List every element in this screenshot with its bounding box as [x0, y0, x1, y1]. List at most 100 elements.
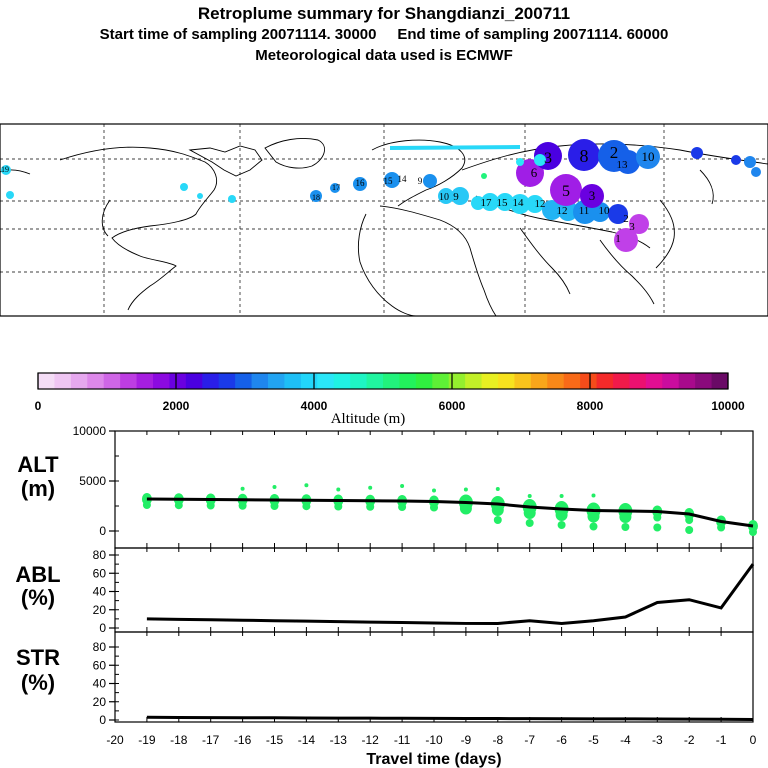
plume-label: 15 — [497, 197, 509, 209]
alt-plume-blob — [491, 504, 504, 516]
colorbar-cell — [136, 373, 154, 389]
colorbar-cell — [481, 373, 499, 389]
alt-plume-blob — [400, 484, 405, 488]
panel-unit: (%) — [21, 670, 55, 695]
plume-marker — [516, 159, 544, 187]
alt-plume-blob — [366, 502, 375, 511]
colorbar-cell — [498, 373, 515, 389]
plume-marker — [353, 177, 367, 191]
x-tick-label: -18 — [170, 733, 188, 747]
colorbar-cell — [284, 373, 302, 389]
colorbar-cell — [87, 373, 105, 389]
plume-marker — [451, 187, 469, 205]
colorbar-cell — [38, 373, 55, 389]
colorbar-cell — [613, 373, 630, 389]
x-tick-label: -16 — [234, 733, 252, 747]
plume-label: 9 — [418, 176, 423, 186]
colorbar-tick-label: 8000 — [577, 399, 604, 413]
x-tick-label: -19 — [138, 733, 156, 747]
x-tick-label: -14 — [298, 733, 316, 747]
panel-unit: (m) — [21, 476, 55, 501]
y-tick-label: 0 — [99, 621, 106, 635]
colorbar-cell — [695, 373, 713, 389]
plume-marker — [481, 193, 499, 211]
alt-plume-blob — [368, 485, 373, 490]
colorbar-cell — [70, 373, 88, 389]
alt-plume-blob — [749, 528, 757, 536]
alt-plume-blob — [304, 483, 309, 488]
y-tick-label: 60 — [93, 658, 107, 672]
plume-marker — [691, 147, 703, 159]
plume-label: 16 — [356, 178, 366, 188]
x-tick-label: -20 — [106, 733, 124, 747]
alt-plume-blob — [525, 519, 534, 527]
colorbar-cell — [645, 373, 663, 389]
plume-marker — [751, 167, 761, 177]
colorbar-cell — [300, 373, 318, 389]
colorbar-tick-label: 10000 — [711, 399, 745, 413]
plume-label: 1 — [615, 233, 621, 245]
x-tick-label: -15 — [266, 733, 284, 747]
colorbar-cell — [202, 373, 220, 389]
time-series-panels: 1000050000ALT(m)806040200ABL(%)806040200… — [15, 424, 758, 768]
plume-marker — [438, 188, 454, 204]
colorbar-tick-label: 0 — [35, 399, 42, 413]
colorbar-cell — [383, 373, 400, 389]
colorbar-cells — [38, 373, 729, 389]
colorbar-cell — [448, 373, 466, 389]
colorbar-cell — [169, 373, 187, 389]
y-tick-label: 10000 — [73, 424, 107, 438]
alt-plume-blob — [398, 503, 407, 511]
plume-label: 2 — [610, 143, 619, 162]
panel-label: ALT — [17, 452, 59, 477]
x-tick-label: -11 — [394, 733, 411, 747]
plume-marker — [423, 174, 437, 188]
x-tick-label: -5 — [588, 733, 599, 747]
colorbar-label: Altitude (m) — [331, 411, 406, 427]
panel-alt: 10000 5000 0 ALT(m) — [17, 424, 758, 549]
plume-label: 14 — [398, 174, 408, 184]
alt-plume-blob — [238, 501, 247, 510]
y-tick-label: 60 — [93, 566, 107, 580]
plume-marker — [550, 174, 582, 206]
plume-marker — [614, 228, 638, 252]
colorbar-cell — [563, 373, 581, 389]
colorbar-tick-label: 2000 — [163, 399, 190, 413]
plume-marker — [731, 155, 741, 165]
plume-marker — [6, 191, 14, 199]
x-tick-label: -17 — [202, 733, 220, 747]
plume-label: 15 — [384, 176, 394, 186]
plume-marker — [629, 214, 649, 234]
chart-title: Retroplume summary for Shangdianzi_20071… — [197, 4, 571, 23]
plume-marker — [608, 204, 628, 224]
colorbar-cell — [153, 373, 170, 389]
colorbar-cell — [711, 373, 729, 389]
plume-marker — [228, 195, 236, 203]
colorbar-tick-label: 6000 — [439, 399, 466, 413]
plume-label: 12 — [535, 198, 546, 210]
alt-plume-blob — [685, 526, 694, 534]
colorbar-cell — [251, 373, 269, 389]
plume-label: 12 — [557, 205, 568, 217]
colorbar-cell — [514, 373, 532, 389]
colorbar-cell — [678, 373, 696, 389]
plume-label: 14 — [513, 197, 525, 209]
plume-marker — [384, 172, 400, 188]
colorbar-cell — [629, 373, 647, 389]
y-tick-label: 40 — [93, 585, 107, 599]
plume-label: 10 — [439, 192, 449, 203]
panel-unit: (%) — [21, 585, 55, 610]
plume-marker — [558, 201, 578, 221]
colorbar-cell — [580, 373, 598, 389]
colorbar-cell — [662, 373, 680, 389]
colorbar-tick-label: 4000 — [301, 399, 328, 413]
plume-label: 5 — [562, 183, 570, 200]
plume-marker — [1, 165, 11, 175]
y-tick-label: 0 — [99, 524, 106, 538]
x-tick-label: -2 — [684, 733, 695, 747]
map-graticule — [0, 124, 768, 316]
panel-label: STR — [16, 645, 60, 670]
plume-label: 18 — [312, 193, 320, 202]
plume-label: 11 — [579, 205, 590, 217]
